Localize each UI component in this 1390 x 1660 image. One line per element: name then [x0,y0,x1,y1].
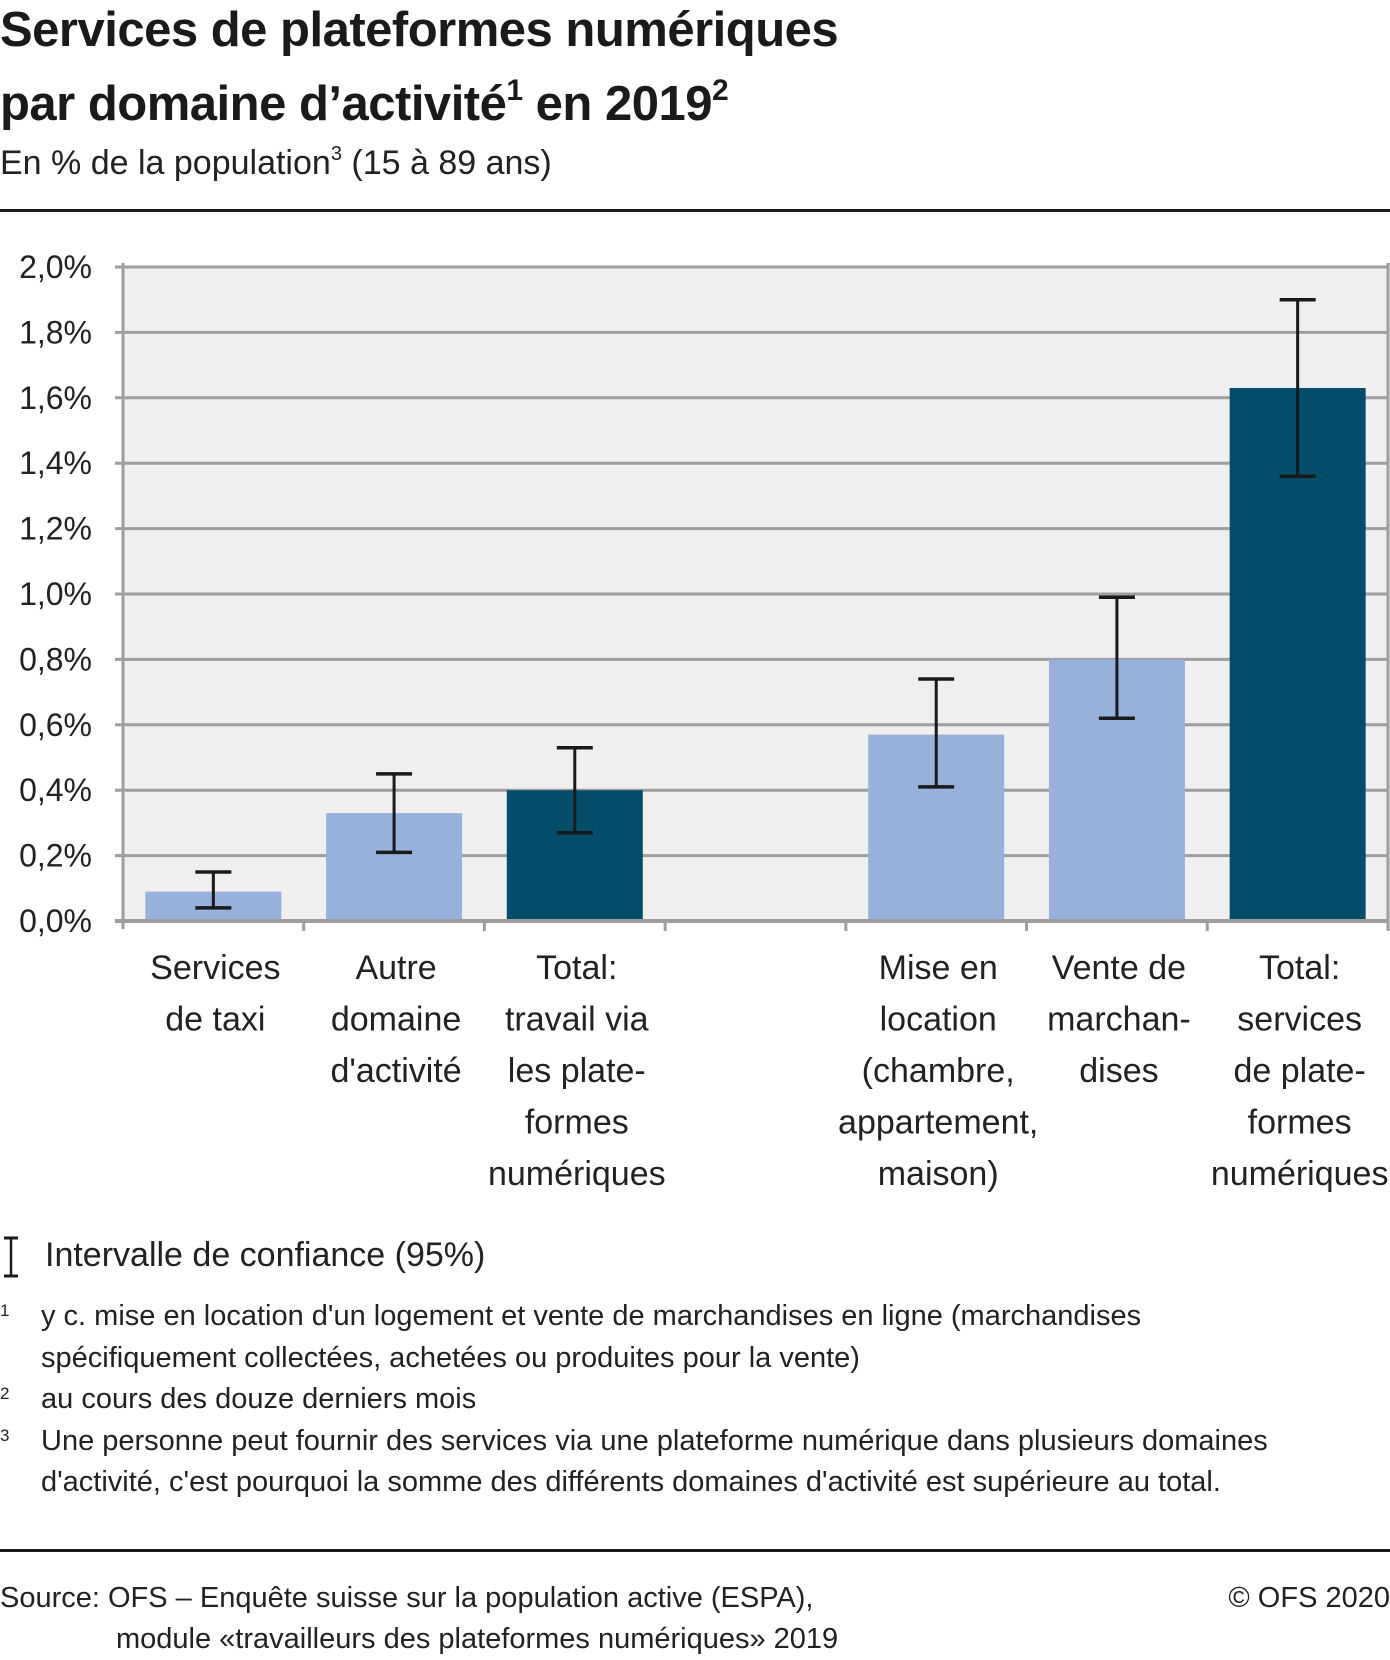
x-tick-label: formes [1248,1104,1352,1142]
y-tick-label: 1,2% [19,511,92,547]
footnote-text-line: d'activité, c'est pourquoi la somme des … [41,1466,1221,1498]
y-axis: 0,0% 0,2% 0,4% 0,6% 0,8% 1,0% 1,2% 1,4% 1,6% 1,8%… [19,249,92,939]
footnote-number: 1 [0,1301,10,1320]
footnote-text-line: au cours des douze derniers mois [41,1383,477,1415]
subtitle-range: (15 à 89 ans) [341,144,552,182]
footnote-ref-2: 2 [711,74,729,107]
copyright: © OFS 2020 [1228,1582,1390,1614]
footnote-text-line: Une personne peut fournir des services v… [41,1424,1268,1457]
footnote-3: 3 Une personne peut fournir des services… [0,1421,1390,1504]
x-tick-label: Mise en [879,949,998,987]
title-text: par domaine d’activité [0,77,507,131]
legend-label: Intervalle de confiance (95%) [45,1236,486,1274]
x-tick-label: Total: [1259,949,1340,987]
y-tick-label: 0,6% [19,707,92,743]
y-tick-label: 0,2% [19,838,92,874]
bottom-divider [0,1549,1390,1552]
footnote-number: 3 [0,1425,10,1445]
footnote-text-line: y c. mise en location d'un logement et v… [41,1300,1142,1332]
x-tick-label: travail via [505,1001,649,1039]
chart-subtitle: En % de la population3 (15 à 89 ans) [0,143,552,182]
footnote-1: 1 y c. mise en location d'un logement et… [0,1296,1390,1379]
x-tick-label: appartement, [838,1104,1038,1142]
source-line-1: Source: OFS – Enquête suisse sur la popu… [0,1582,814,1614]
footnote-text-line: spécifiquement collectées, achetées ou p… [41,1341,860,1374]
x-tick-label: Total: [536,949,617,987]
top-divider [0,209,1390,212]
x-tick-label: domaine [331,1001,461,1039]
x-tick-label: services [1237,1001,1362,1039]
x-tick-label: numériques [488,1155,666,1193]
x-tick-label: les plate- [508,1052,646,1090]
x-tick-label: Services [150,949,280,987]
source-note: Source: OFS – Enquête suisse sur la popu… [0,1578,838,1660]
x-tick-label: numériques [1211,1155,1389,1193]
footnote-ref-1: 1 [506,74,523,107]
x-tick-label: marchan- [1047,1001,1191,1039]
subtitle-text: En % de la population [0,144,331,182]
x-tick-label: formes [525,1104,629,1142]
error-bars [195,297,1316,910]
footnote-number: 2 [0,1384,10,1403]
y-tick-label: 1,4% [19,445,92,481]
title-year: en 2019 [522,77,713,131]
footnote-2: 2 au cours des douze derniers mois [0,1379,1390,1421]
y-tick-label: 0,4% [19,772,92,808]
y-tick-label: 1,6% [19,380,92,416]
x-tick-label: (chambre, [862,1052,1015,1090]
x-tick-label: Autre [355,949,436,987]
chart-title-line2: par domaine d’activité1 en 20192 [0,76,729,131]
x-axis-labels: Services de taxi Autre domaine d'activité Tot… [150,949,1388,1193]
x-tick-label: dises [1079,1052,1158,1090]
y-tick-label: 1,8% [19,314,92,350]
x-tick-label: Vente de [1052,949,1186,987]
x-tick-label: maison) [878,1155,999,1193]
x-tick-label: de taxi [165,1001,265,1039]
source-line-2: module «travailleurs des plateformes num… [116,1623,839,1655]
y-tick-label: 1,0% [19,576,92,612]
x-axis [115,919,1390,931]
bars [145,387,1366,921]
y-tick-label: 2,0% [19,249,92,285]
footnotes: 1 y c. mise en location d'un logement et… [0,1296,1390,1504]
y-tick-label: 0,8% [19,641,92,677]
y-tick-label: 0,0% [19,903,92,939]
bar-chart: 0,0% 0,2% 0,4% 0,6% 0,8% 1,0% 1,2% 1,4% 1,6% 1,8%… [19,249,1390,1193]
x-tick-label: d'activité [330,1052,461,1090]
error-bar-icon [4,1236,18,1278]
x-tick-label: de plate- [1233,1052,1365,1090]
footnote-ref-3: 3 [330,143,342,165]
chart-title-line1: Services de plateformes numériques [0,3,839,57]
x-tick-label: location [880,1001,997,1039]
